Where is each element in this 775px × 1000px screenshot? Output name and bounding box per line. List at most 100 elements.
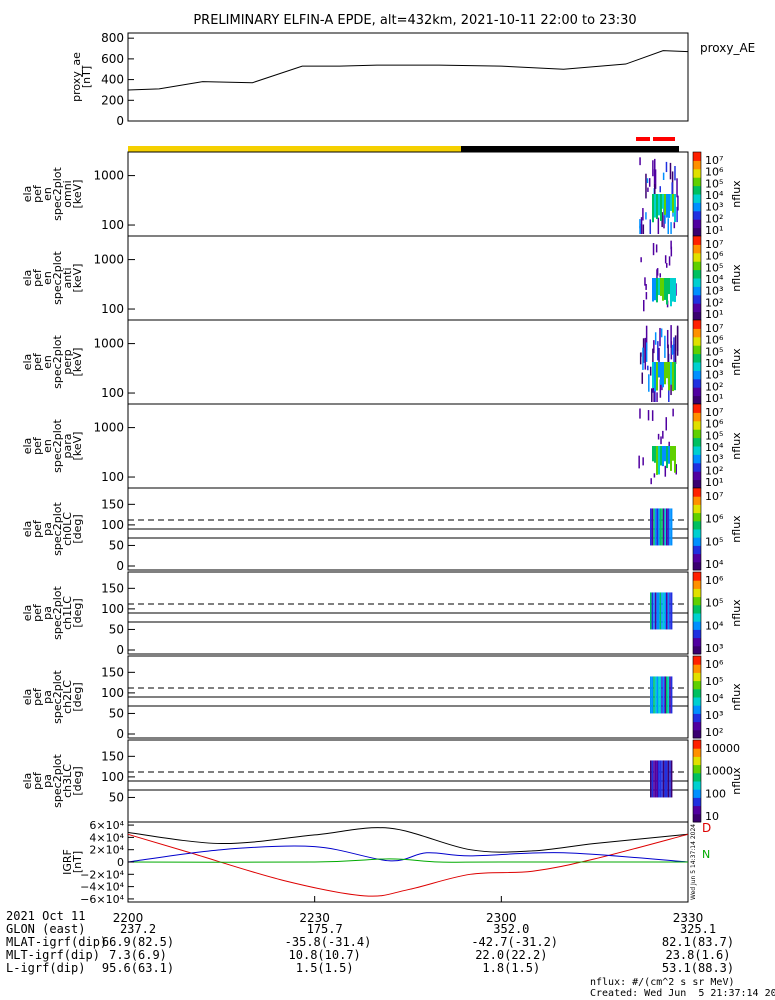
- orbit-row-value: -42.7(-31.2): [471, 935, 559, 949]
- colorbar-segment: [693, 370, 701, 380]
- ytick-label: 150: [101, 749, 124, 763]
- ytick-label: 100: [101, 386, 124, 400]
- colorbar-segment: [693, 345, 701, 355]
- orbit-row-value: 82.1(83.7): [661, 935, 735, 949]
- ytick-label: 6×10⁴: [89, 819, 124, 832]
- colorbar-segment: [693, 437, 701, 447]
- colorbar-segment: [693, 645, 701, 655]
- spectrogram-pixel: [659, 379, 662, 398]
- igrf-lines: [127, 827, 689, 897]
- spectrogram-pixel: [668, 385, 670, 402]
- pitch-angle-pixel: [667, 676, 670, 714]
- pitch-angle-pixel: [658, 592, 660, 630]
- ytick-label: 100: [101, 518, 124, 532]
- pitch-angle-pixel: [669, 592, 671, 630]
- spectrogram-pixel: [648, 178, 651, 187]
- colorbar-tick: 10⁴: [705, 619, 724, 632]
- colorbar-tick: 10¹: [705, 224, 723, 237]
- day-bar: [128, 146, 461, 152]
- spectrogram-pixel: [654, 184, 656, 195]
- pitch-angle-pixel: [661, 676, 663, 714]
- pitch-angle-pixel: [650, 508, 652, 546]
- ylabel-line: [nT]: [80, 66, 93, 88]
- spectrogram-pixel: [668, 256, 671, 266]
- colorbar-tick: 10000: [705, 742, 740, 755]
- colorbar-segment: [693, 420, 701, 430]
- ylabel-line: [keV]: [71, 264, 84, 293]
- orbit-status-bars: [128, 137, 679, 152]
- spectrogram-pixel: [639, 225, 641, 234]
- colorbar-tick: 10⁶: [705, 334, 724, 347]
- colorbar-segment: [693, 604, 701, 614]
- spectrogram-pixel: [642, 224, 645, 234]
- ylabel-line: ch3LC: [61, 764, 74, 798]
- colorbar-segment: [693, 664, 701, 673]
- spectrogram-pixel: [646, 178, 649, 184]
- colorbar-segment: [693, 621, 701, 630]
- colorbar-tick: 10⁷: [705, 490, 723, 503]
- ytick-label: 150: [101, 497, 124, 511]
- colorbar-segment: [693, 177, 701, 187]
- xtick-label: 2300: [486, 911, 517, 925]
- pitch-angle-pixel: [654, 676, 657, 714]
- spectrogram-pixel: [662, 362, 664, 388]
- spectrogram-pixel: [677, 195, 679, 211]
- spectrogram-pixel: [657, 217, 660, 234]
- orbit-row-value: 23.8(1.6): [665, 948, 731, 962]
- spectrogram-panels: 1000100elapefenspec2plotomni[keV]10⁷10⁶1…: [21, 151, 743, 823]
- colorbar-segment: [693, 705, 701, 714]
- spectrogram-pixel: [642, 457, 644, 466]
- orbit-row-label: GLON (east): [6, 922, 86, 936]
- orbit-row-label: 2021 Oct 11: [6, 909, 86, 923]
- ytick-label: −2×10⁴: [80, 868, 124, 881]
- spectrogram-pixel: [652, 362, 654, 389]
- ylabel-line: ela: [21, 605, 34, 622]
- colorbar-tick: 10⁴: [705, 692, 724, 705]
- page-title: PRELIMINARY ELFIN-A EPDE, alt=432km, 202…: [193, 13, 636, 28]
- spectrogram-pixel: [666, 329, 669, 349]
- pitch-angle-pixel: [669, 760, 671, 798]
- spectrogram-pixel: [656, 278, 658, 303]
- spectrogram-pixel: [674, 335, 677, 364]
- ylabel-line: pef: [31, 687, 44, 706]
- orbit-table: 2021 Oct 11 GLON (east) 237.2 175.7 352.0 325…: [6, 910, 734, 975]
- spectrogram-pixel: [666, 194, 668, 218]
- xtick-label: 2330: [673, 911, 704, 925]
- spectrogram-pixel: [665, 161, 668, 173]
- orbit-row-value: 237.2: [119, 922, 157, 936]
- igrf-vertical-note: Wed Jun 5 14:37:14 2024: [690, 824, 697, 900]
- ylabel-line: [keV]: [71, 432, 84, 461]
- spectrogram-pixel: [659, 273, 661, 278]
- pitch-angle-pixel: [666, 676, 668, 714]
- colorbar-segment: [693, 553, 701, 563]
- pitch-angle-pixel: [654, 592, 657, 630]
- pitch-angle-pixel: [662, 592, 665, 630]
- spectrogram-pixel: [639, 408, 641, 419]
- panel-frame: [127, 235, 689, 321]
- ytick-label: 400: [101, 73, 124, 87]
- spectrogram-pixel: [651, 410, 654, 421]
- spectrogram-pixel: [675, 464, 677, 475]
- colorbar-segment: [693, 202, 701, 212]
- ylabel-line: pef: [31, 519, 44, 538]
- pitch-angle-pixel: [659, 676, 662, 714]
- colorbar-tick: 100: [705, 787, 726, 800]
- spectrogram-pixel: [654, 446, 656, 463]
- spectrogram-pixel: [654, 362, 656, 392]
- orbit-row-value: -35.8(-31.4): [284, 935, 372, 949]
- spectrogram-pixel: [668, 194, 670, 218]
- colorbar-segment: [693, 244, 701, 254]
- spectrogram-pixel: [650, 478, 652, 485]
- colorbar-tick: 10: [705, 810, 719, 823]
- spectrogram-pixel: [664, 465, 667, 477]
- spectrogram-pixel: [673, 344, 675, 370]
- pitch-angle-pixel: [659, 592, 662, 630]
- ylabel-line: ela: [21, 521, 34, 538]
- spectrogram-pixel: [676, 206, 678, 223]
- ytick-label: 0: [116, 643, 124, 657]
- colorbar-tick: 10³: [705, 369, 723, 382]
- ylabel-line: ela: [21, 773, 34, 790]
